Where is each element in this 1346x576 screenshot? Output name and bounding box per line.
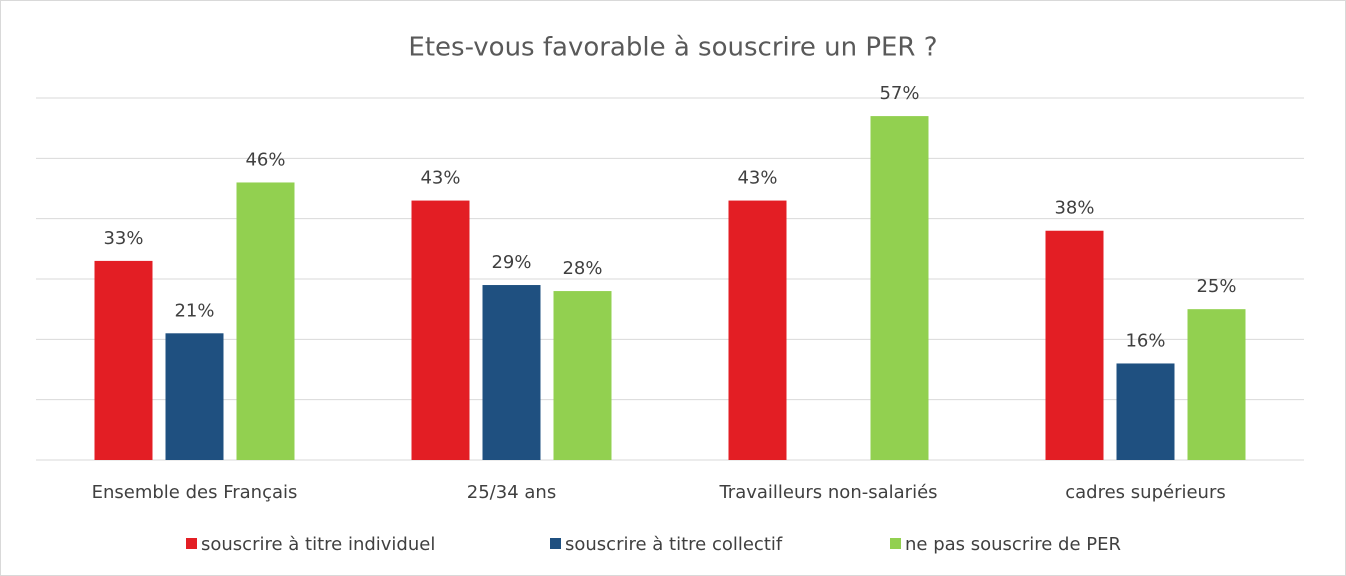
data-label: 28% xyxy=(562,258,602,279)
bar xyxy=(553,291,612,460)
data-label: 43% xyxy=(737,168,777,189)
legend-label: souscrire à titre collectif xyxy=(565,534,783,555)
data-label: 29% xyxy=(491,252,531,273)
x-tick-label: cadres supérieurs xyxy=(1065,482,1225,503)
chart-title: Etes-vous favorable à souscrire un PER ? xyxy=(408,33,937,63)
x-tick-label: Travailleurs non-salariés xyxy=(718,482,937,503)
x-tick-label: 25/34 ans xyxy=(467,482,556,503)
bar xyxy=(94,260,153,460)
data-label: 38% xyxy=(1054,198,1094,219)
bar xyxy=(482,285,541,460)
data-label: 16% xyxy=(1125,330,1165,351)
bar xyxy=(870,116,929,460)
data-label: 46% xyxy=(245,149,285,170)
data-label: 33% xyxy=(103,228,143,249)
bar xyxy=(165,333,224,460)
bar xyxy=(1187,309,1246,460)
legend-swatch xyxy=(186,538,197,549)
data-label: 21% xyxy=(174,300,214,321)
data-label: 43% xyxy=(420,168,460,189)
bar xyxy=(411,200,470,461)
legend-label: souscrire à titre individuel xyxy=(201,534,435,555)
bar xyxy=(728,200,787,461)
legend-label: ne pas souscrire de PER xyxy=(905,534,1121,555)
data-label: 25% xyxy=(1196,276,1236,297)
data-label: 57% xyxy=(879,83,919,104)
bar xyxy=(1116,363,1175,460)
x-tick-label: Ensemble des Français xyxy=(92,482,298,503)
bar xyxy=(236,182,295,460)
legend-swatch xyxy=(890,538,901,549)
bar xyxy=(1045,230,1104,460)
legend-swatch xyxy=(550,538,561,549)
